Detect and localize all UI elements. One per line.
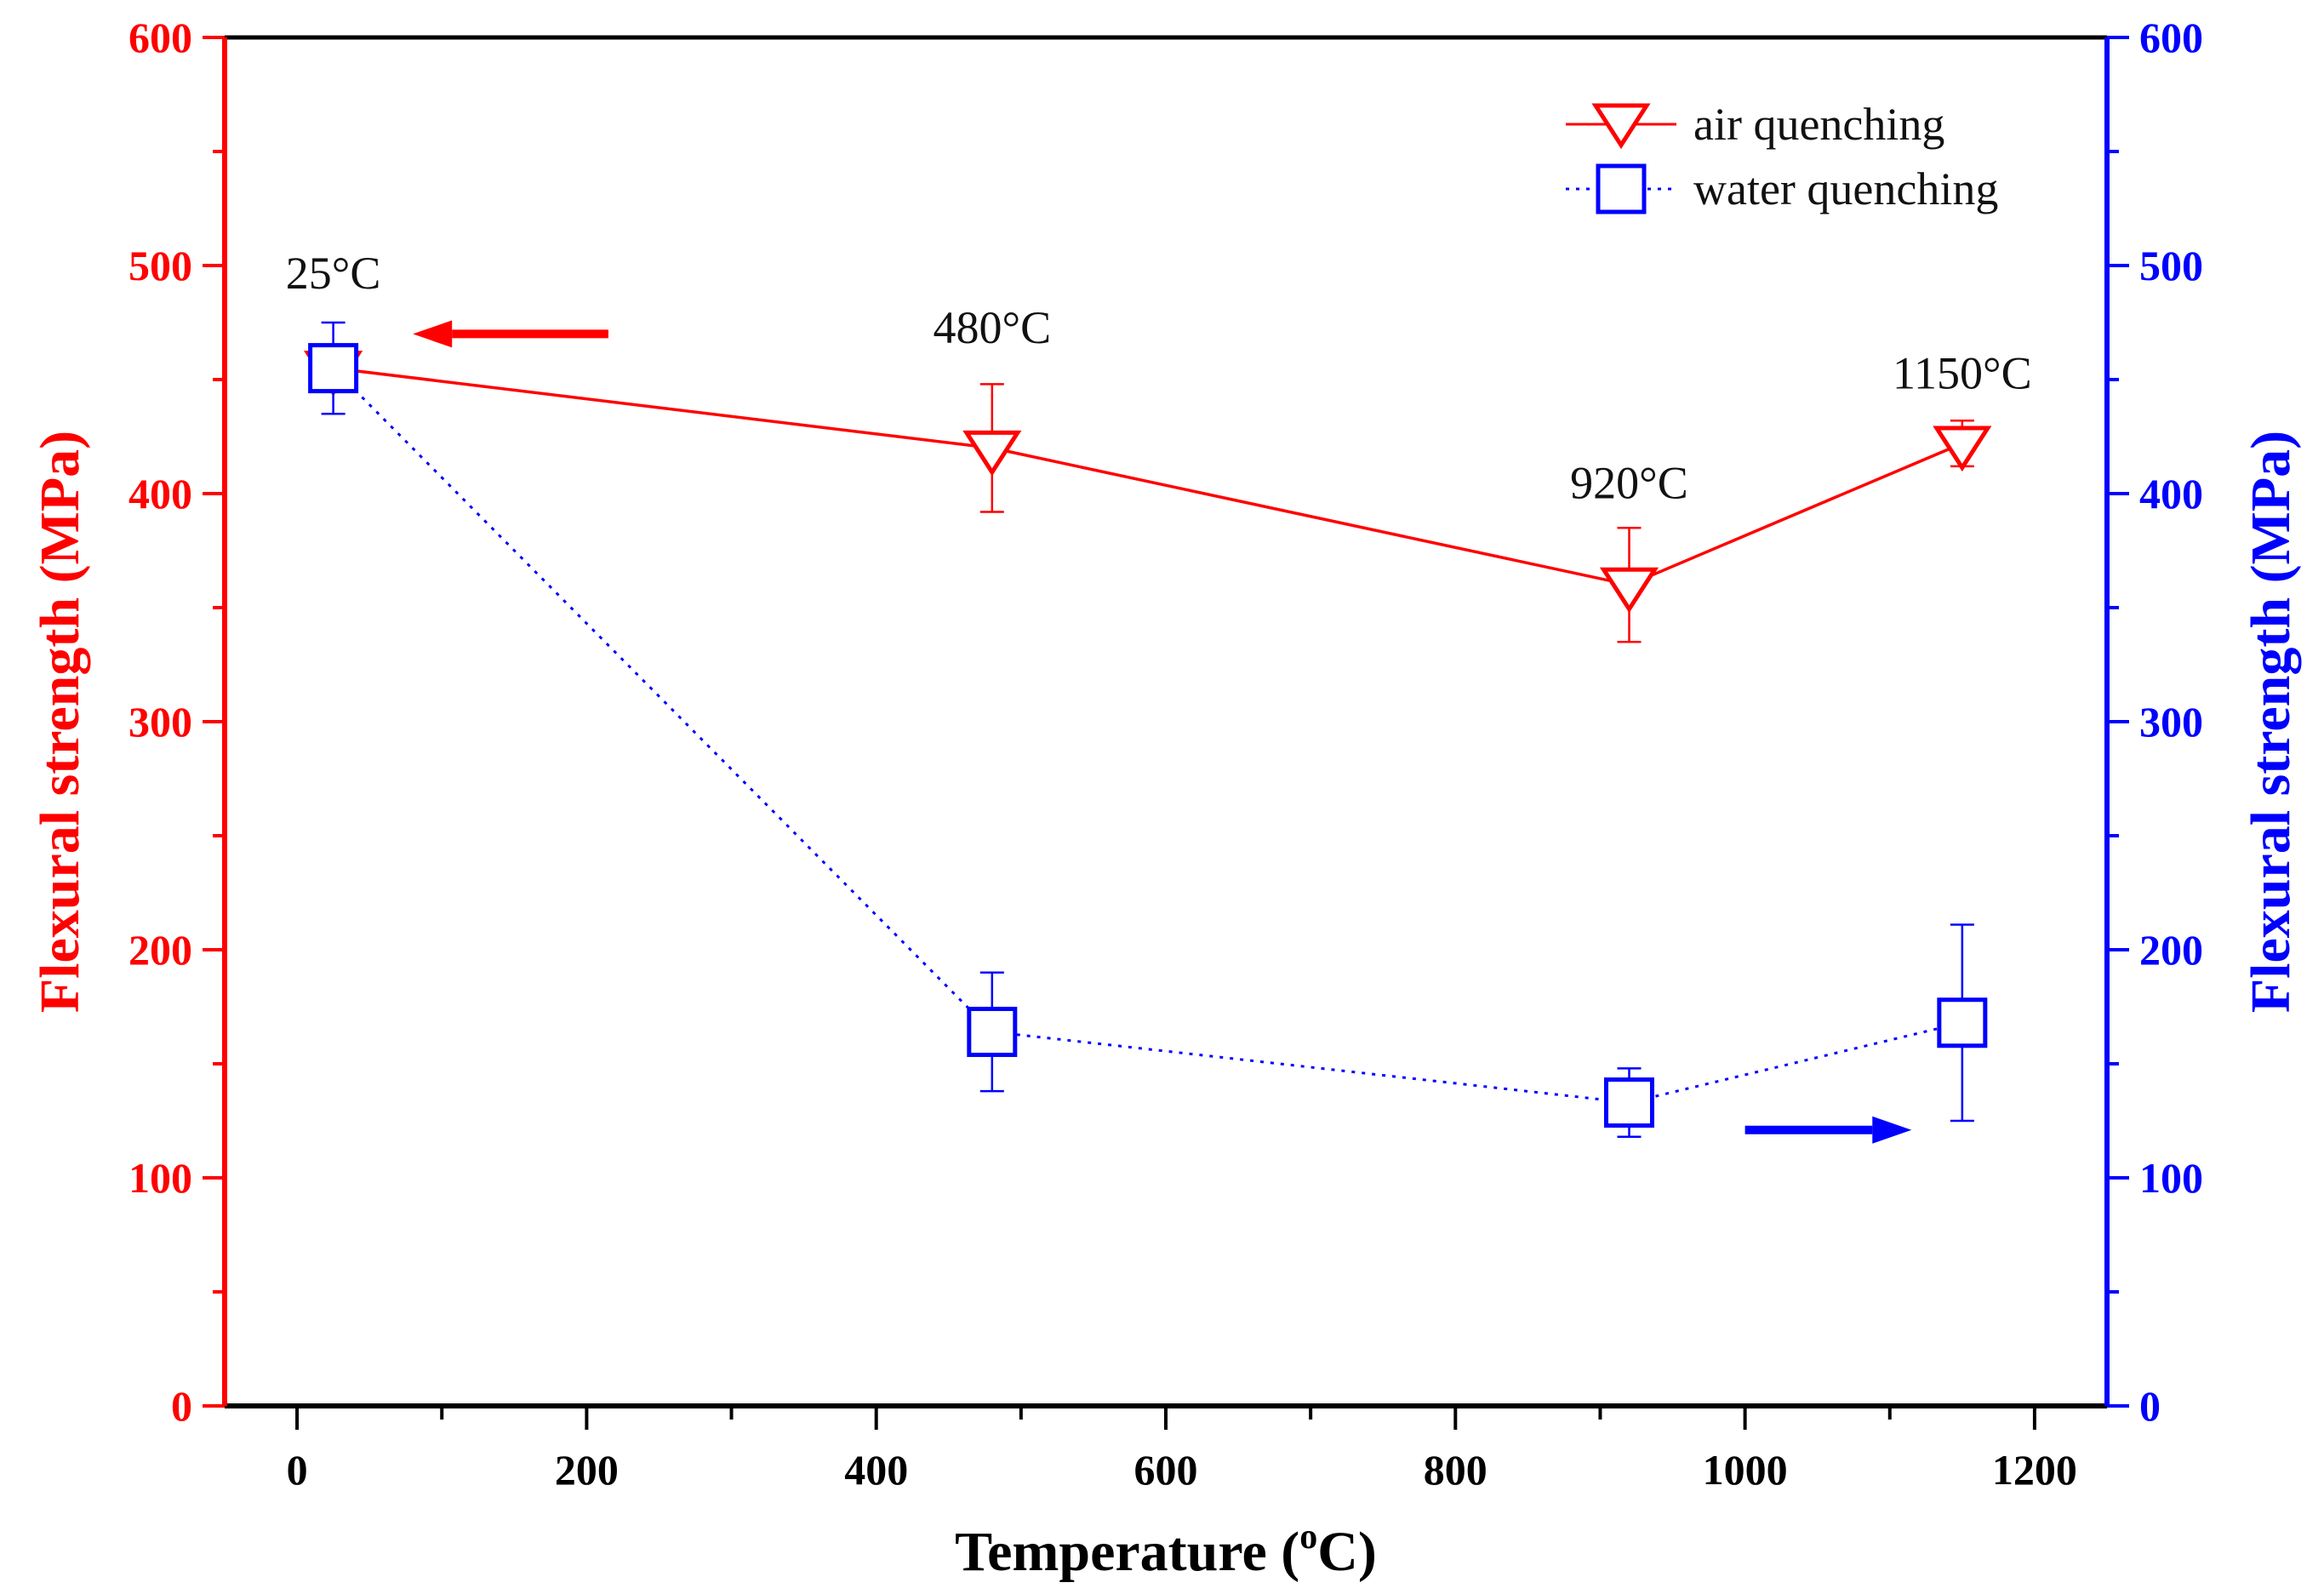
series-line-air-quenching <box>333 366 1963 587</box>
plot-series <box>304 321 1992 1139</box>
axis-arrow-head <box>413 320 453 348</box>
legend-marker <box>1591 103 1651 150</box>
y-left-tick-label: 500 <box>128 242 192 289</box>
x-tick-label: 200 <box>555 1446 619 1494</box>
legend-label: air quenching <box>1693 99 1944 150</box>
data-point <box>1937 997 1988 1048</box>
y-right-tick-label: 100 <box>2139 1154 2203 1202</box>
y-right-tick-label: 0 <box>2139 1382 2161 1430</box>
x-tick-label: 600 <box>1134 1446 1198 1494</box>
y-left-tick-label: 200 <box>128 926 192 974</box>
x-tick-label: 400 <box>844 1446 908 1494</box>
y-right-tick-label: 500 <box>2139 242 2203 289</box>
data-point <box>1933 426 1992 472</box>
data-point <box>308 343 359 394</box>
temperature-annotation: 480°C <box>934 302 1052 353</box>
temperature-annotation: 1150°C <box>1893 348 2032 399</box>
x-axis-title: Temperature (oC) <box>955 1517 1377 1583</box>
data-point <box>962 430 1022 477</box>
y-right-tick-label: 400 <box>2139 470 2203 517</box>
y-left-tick-label: 100 <box>128 1154 192 1202</box>
y-left-tick-label: 300 <box>128 698 192 746</box>
legend: air quenching water quenching <box>1566 99 1998 214</box>
x-tick-label: 1000 <box>1703 1446 1788 1494</box>
x-axis-title-tail: C) <box>1317 1521 1377 1583</box>
x-tick-label: 800 <box>1424 1446 1487 1494</box>
y-axis-right-title: Flexural strength (MPa) <box>2240 431 2302 1013</box>
y-right-tick-label: 600 <box>2139 14 2203 61</box>
y-right-tick-label: 200 <box>2139 926 2203 974</box>
x-axis-title-sup: o <box>1299 1517 1317 1557</box>
y-left-tick-label: 600 <box>128 14 192 61</box>
data-point <box>1603 1077 1654 1128</box>
data-point <box>967 1006 1018 1057</box>
series-line-water-quenching <box>332 367 1963 1105</box>
x-tick-label: 1200 <box>1992 1446 2077 1494</box>
temperature-annotation: 920°C <box>1570 457 1688 508</box>
legend-label: water quenching <box>1693 163 1998 214</box>
x-tick-label: 0 <box>287 1446 308 1494</box>
temperature-annotation: 25°C <box>286 248 381 299</box>
y-right-tick-label: 300 <box>2139 698 2203 746</box>
y-axis-left-title: Flexural strength (MPa) <box>29 431 91 1013</box>
data-point <box>1599 567 1659 614</box>
y-left-tick-label: 400 <box>128 470 192 517</box>
axes-frame: 0 200 400 600 800 1000 1200 0 0 100 100 200 200 300 30… <box>128 14 2203 1494</box>
x-axis-title-main: Temperature ( <box>955 1521 1299 1583</box>
legend-marker <box>1596 163 1647 214</box>
axis-arrow-head <box>1872 1116 1912 1144</box>
y-left-tick-label: 0 <box>171 1382 192 1430</box>
annotations: 25°C 480°C 920°C 1150°C <box>286 248 2032 1144</box>
